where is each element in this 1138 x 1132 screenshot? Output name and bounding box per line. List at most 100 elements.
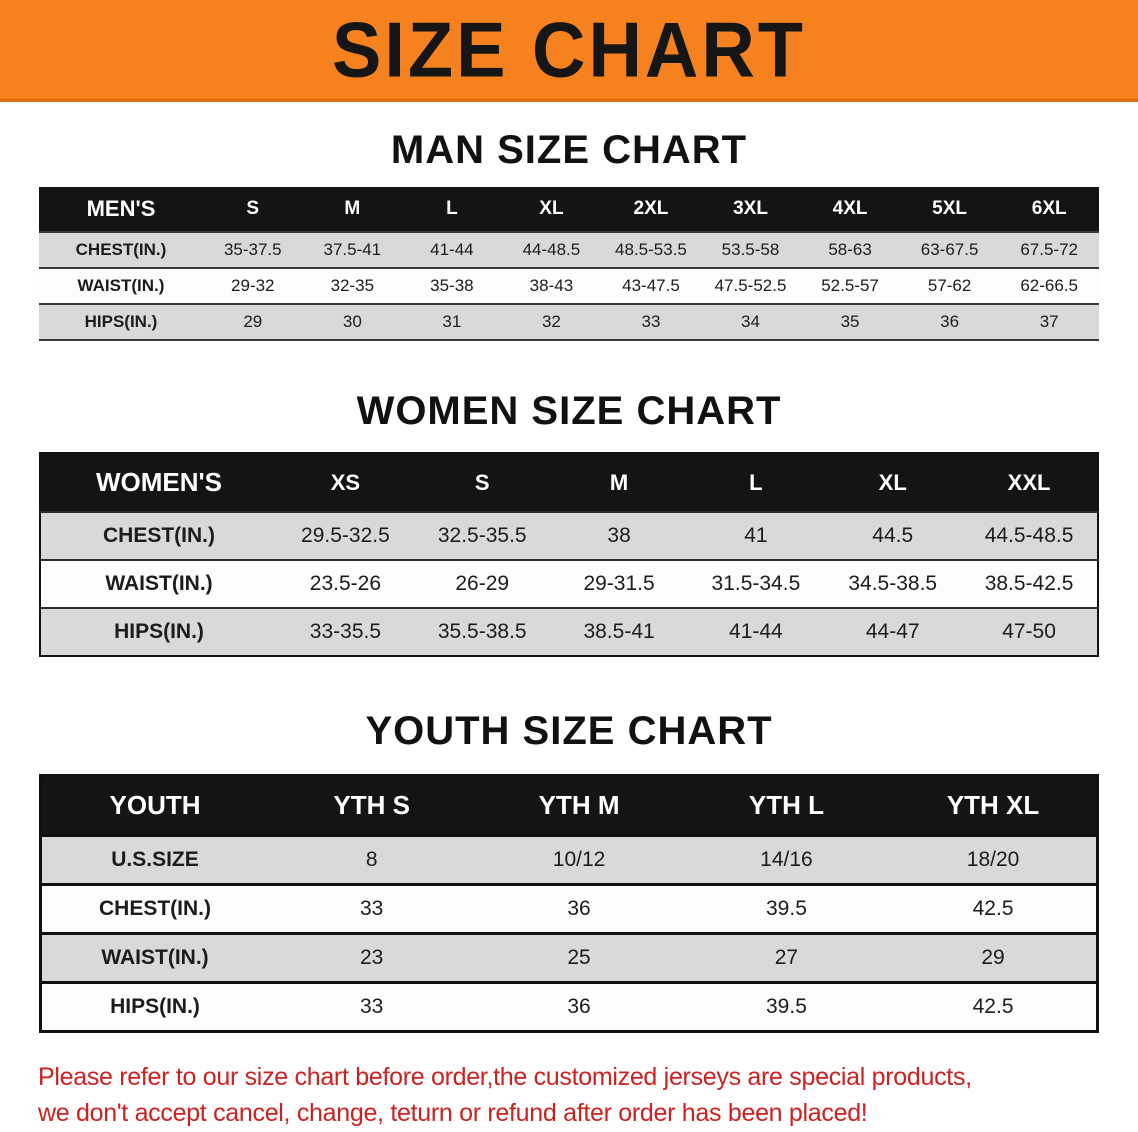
- table-corner-label: WOMEN'S: [40, 453, 277, 512]
- table-header-row: YOUTH YTH S YTH M YTH L YTH XL: [40, 775, 1098, 836]
- table-header-row: WOMEN'S XS S M L XL XXL: [40, 453, 1098, 512]
- table-row: WAIST(IN.) 23 25 27 29: [40, 933, 1098, 983]
- table-cell: 47-50: [1002, 620, 1056, 643]
- table-row: WAIST(IN.) 23.5-26 26-29 29-31.5 31.5-34.5 34…: [40, 560, 1098, 608]
- women-size-table: WOMEN'S XS S M L XL XXL CHEST(IN.) 29.5-32.5 32.5…: [39, 452, 1099, 657]
- table-cell: 53.5-58: [721, 240, 780, 259]
- size-column-header: S: [413, 453, 551, 512]
- table-header-row: MEN'S S M L XL 2XL 3XL 4XL 5XL 6XL: [39, 187, 1099, 232]
- table-cell: 52.5-57: [821, 276, 879, 295]
- table-cell: 36: [940, 312, 960, 331]
- table-cell: 32-35: [330, 276, 375, 295]
- size-column-header: L: [402, 187, 502, 232]
- youth-chart-heading: YOUTH SIZE CHART: [365, 709, 773, 753]
- table-cell: 34: [741, 312, 760, 331]
- table-cell: 29.5-32.5: [301, 524, 390, 547]
- table-cell: 33: [641, 312, 661, 331]
- table-cell: 47.5-52.5: [714, 276, 787, 295]
- size-column-header: 4XL: [800, 187, 900, 232]
- table-row: CHEST(IN.) 33 36 39.5 42.5: [40, 884, 1098, 934]
- table-cell: 31.5-34.5: [711, 572, 801, 595]
- row-label: HIPS(IN.): [110, 995, 200, 1018]
- table-cell: 26-29: [455, 572, 510, 595]
- table-row: HIPS(IN.) 29 30 31 32 33 34 35 36 37: [39, 304, 1099, 340]
- table-row: HIPS(IN.) 33-35.5 35.5-38.5 38.5-41 41-44 44-…: [40, 608, 1098, 656]
- women-chart-heading: WOMEN SIZE CHART: [356, 389, 782, 433]
- table-cell: 30: [342, 312, 362, 331]
- table-corner-label: YOUTH: [40, 775, 268, 836]
- table-cell: 32: [541, 312, 561, 331]
- table-cell: 44.5: [872, 524, 914, 547]
- row-label: HIPS(IN.): [114, 620, 204, 643]
- table-row: HIPS(IN.) 33 36 39.5 42.5: [40, 982, 1098, 1032]
- table-cell: 39.5: [766, 897, 807, 920]
- table-cell: 25: [567, 946, 591, 969]
- table-cell: 38.5-42.5: [984, 572, 1074, 595]
- table-cell: 23: [360, 946, 384, 969]
- table-row: CHEST(IN.) 29.5-32.5 32.5-35.5 38 41 44.5 44.5…: [40, 512, 1098, 560]
- table-cell: 35: [840, 312, 860, 331]
- size-column-header: 5XL: [899, 187, 1000, 232]
- table-cell: 29: [981, 946, 1005, 969]
- table-cell: 33: [360, 995, 384, 1018]
- table-cell: 33-35.5: [309, 620, 382, 643]
- table-cell: 44-48.5: [522, 240, 581, 259]
- table-cell: 36: [567, 995, 591, 1018]
- table-row: WAIST(IN.) 29-32 32-35 35-38 38-43 43-47.5 47.…: [39, 268, 1099, 304]
- size-column-header: YTH XL: [890, 775, 1098, 836]
- footer-note-line-1: Please refer to our size chart before or…: [38, 1063, 972, 1091]
- table-cell: 42.5: [972, 897, 1014, 920]
- table-cell: 38-43: [529, 276, 574, 295]
- table-cell: 27: [774, 946, 799, 969]
- table-cell: 58-63: [828, 240, 872, 259]
- table-cell: 37: [1039, 312, 1059, 331]
- table-cell: 33: [360, 897, 384, 920]
- table-cell: 41-44: [430, 240, 474, 259]
- table-cell: 38: [607, 524, 631, 547]
- table-cell: 36: [567, 897, 591, 920]
- table-cell: 14/16: [760, 848, 813, 871]
- size-column-header: 2XL: [601, 187, 701, 232]
- table-row: U.S.SIZE 8 10/12 14/16 18/20: [40, 835, 1098, 885]
- table-cell: 29: [243, 312, 263, 331]
- table-cell: 18/20: [966, 848, 1020, 871]
- size-column-header: S: [203, 187, 303, 232]
- row-label: CHEST(IN.): [99, 897, 211, 920]
- man-size-table: MEN'S S M L XL 2XL 3XL 4XL 5XL 6XL CHEST(IN.) 35-37…: [39, 187, 1099, 341]
- row-label: WAIST(IN.): [77, 276, 165, 295]
- size-column-header: XXL: [961, 453, 1098, 512]
- banner-title: SIZE CHART: [332, 5, 806, 94]
- table-cell: 48.5-53.5: [615, 240, 687, 259]
- table-cell: 67.5-72: [1020, 240, 1079, 259]
- table-cell: 29-31.5: [583, 572, 655, 595]
- youth-size-table: YOUTH YTH S YTH M YTH L YTH XL U.S.SIZE 8 10/12…: [39, 774, 1099, 1033]
- size-column-header: 6XL: [999, 187, 1099, 232]
- size-column-header: L: [687, 453, 825, 512]
- footer-note: Please refer to our size chart before or…: [38, 1059, 1138, 1132]
- size-column-header: 3XL: [700, 187, 801, 232]
- row-label: CHEST(IN.): [75, 240, 167, 259]
- table-cell: 35.5-38.5: [437, 620, 527, 643]
- size-column-header: M: [302, 187, 403, 232]
- table-cell: 44-47: [865, 620, 920, 643]
- row-label: CHEST(IN.): [103, 524, 215, 547]
- row-label: U.S.SIZE: [111, 848, 199, 871]
- table-cell: 43-47.5: [622, 276, 680, 295]
- table-cell: 41: [744, 524, 768, 547]
- table-cell: 29-32: [231, 276, 275, 295]
- table-cell: 32.5-35.5: [437, 524, 527, 547]
- row-label: WAIST(IN.): [105, 572, 213, 595]
- table-cell: 10/12: [552, 848, 606, 871]
- table-cell: 23.5-26: [309, 572, 382, 595]
- table-corner-label: MEN'S: [39, 187, 203, 232]
- table-cell: 63-67.5: [920, 240, 979, 259]
- table-cell: 42.5: [972, 995, 1014, 1018]
- table-cell: 37.5-41: [323, 240, 382, 259]
- table-cell: 35-37.5: [223, 240, 282, 259]
- size-column-header: XL: [824, 453, 962, 512]
- table-cell: 57-62: [927, 276, 972, 295]
- size-column-header: XS: [277, 453, 414, 512]
- table-cell: 41-44: [729, 620, 783, 643]
- table-cell: 44.5-48.5: [984, 524, 1074, 547]
